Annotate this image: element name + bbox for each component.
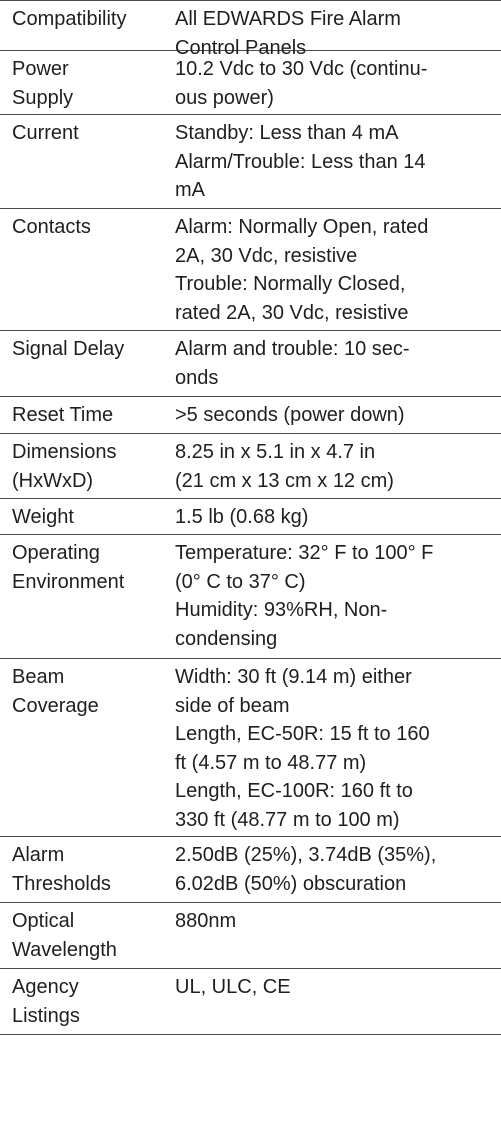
spec-row-compatibility: Compatibility All EDWARDS Fire Alarm Con…	[0, 1, 501, 59]
spec-value: UL, ULC, CE	[175, 976, 291, 998]
spec-value: Temperature: 32° F to 100° F (0° C to 37…	[175, 542, 434, 650]
spec-row-dimensions: Dimensions (HxWxD) 8.25 in x 5.1 in x 4.…	[0, 434, 501, 499]
spec-label: Signal Delay	[12, 338, 125, 360]
spec-row-contacts: Contacts Alarm: Normally Open, rated 2A,…	[0, 209, 501, 331]
spec-label: Compatibility	[12, 8, 127, 30]
spec-label: Power Supply	[12, 58, 74, 109]
spec-row-power-supply: Power Supply 10.2 Vdc to 30 Vdc (continu…	[0, 51, 501, 115]
spec-label: Operating Environment	[12, 542, 125, 593]
spec-row-current: Current Standby: Less than 4 mA Alarm/Tr…	[0, 115, 501, 209]
spec-value: Alarm and trouble: 10 sec- onds	[175, 338, 410, 389]
spec-value: 8.25 in x 5.1 in x 4.7 in (21 cm x 13 cm…	[175, 441, 394, 492]
spec-row-agency-listings: Agency Listings UL, ULC, CE	[0, 969, 501, 1035]
spec-row-optical-wavelength: Optical Wavelength 880nm	[0, 903, 501, 969]
spec-row-alarm-thresholds: Alarm Thresholds 2.50dB (25%), 3.74dB (3…	[0, 837, 501, 903]
spec-value: 1.5 lb (0.68 kg)	[175, 506, 309, 528]
spec-label: Contacts	[12, 216, 91, 238]
spec-label: Optical Wavelength	[12, 910, 117, 961]
specifications-table: Compatibility All EDWARDS Fire Alarm Con…	[0, 0, 501, 1035]
spec-label: Agency Listings	[12, 976, 80, 1027]
spec-value: 2.50dB (25%), 3.74dB (35%), 6.02dB (50%)…	[175, 844, 437, 895]
spec-label: Alarm Thresholds	[12, 844, 111, 895]
spec-value: >5 seconds (power down)	[175, 404, 405, 426]
spec-row-weight: Weight 1.5 lb (0.68 kg)	[0, 499, 501, 535]
spec-row-operating-environment: Operating Environment Temperature: 32° F…	[0, 535, 501, 659]
spec-label: Beam Coverage	[12, 666, 99, 717]
spec-row-signal-delay: Signal Delay Alarm and trouble: 10 sec- …	[0, 331, 501, 397]
spec-row-reset-time: Reset Time >5 seconds (power down)	[0, 397, 501, 434]
spec-value: Standby: Less than 4 mA Alarm/Trouble: L…	[175, 122, 426, 201]
spec-label: Weight	[12, 506, 74, 528]
spec-label: Reset Time	[12, 404, 114, 426]
spec-value: 10.2 Vdc to 30 Vdc (continu- ous power)	[175, 58, 428, 109]
spec-value: All EDWARDS Fire Alarm Control Panels	[175, 8, 401, 59]
spec-row-beam-coverage: Beam Coverage Width: 30 ft (9.14 m) eith…	[0, 659, 501, 837]
spec-value: Width: 30 ft (9.14 m) either side of bea…	[175, 666, 430, 831]
spec-value: Alarm: Normally Open, rated 2A, 30 Vdc, …	[175, 216, 429, 324]
spec-label: Dimensions (HxWxD)	[12, 441, 117, 492]
spec-value: 880nm	[175, 910, 237, 932]
spec-label: Current	[12, 122, 79, 144]
